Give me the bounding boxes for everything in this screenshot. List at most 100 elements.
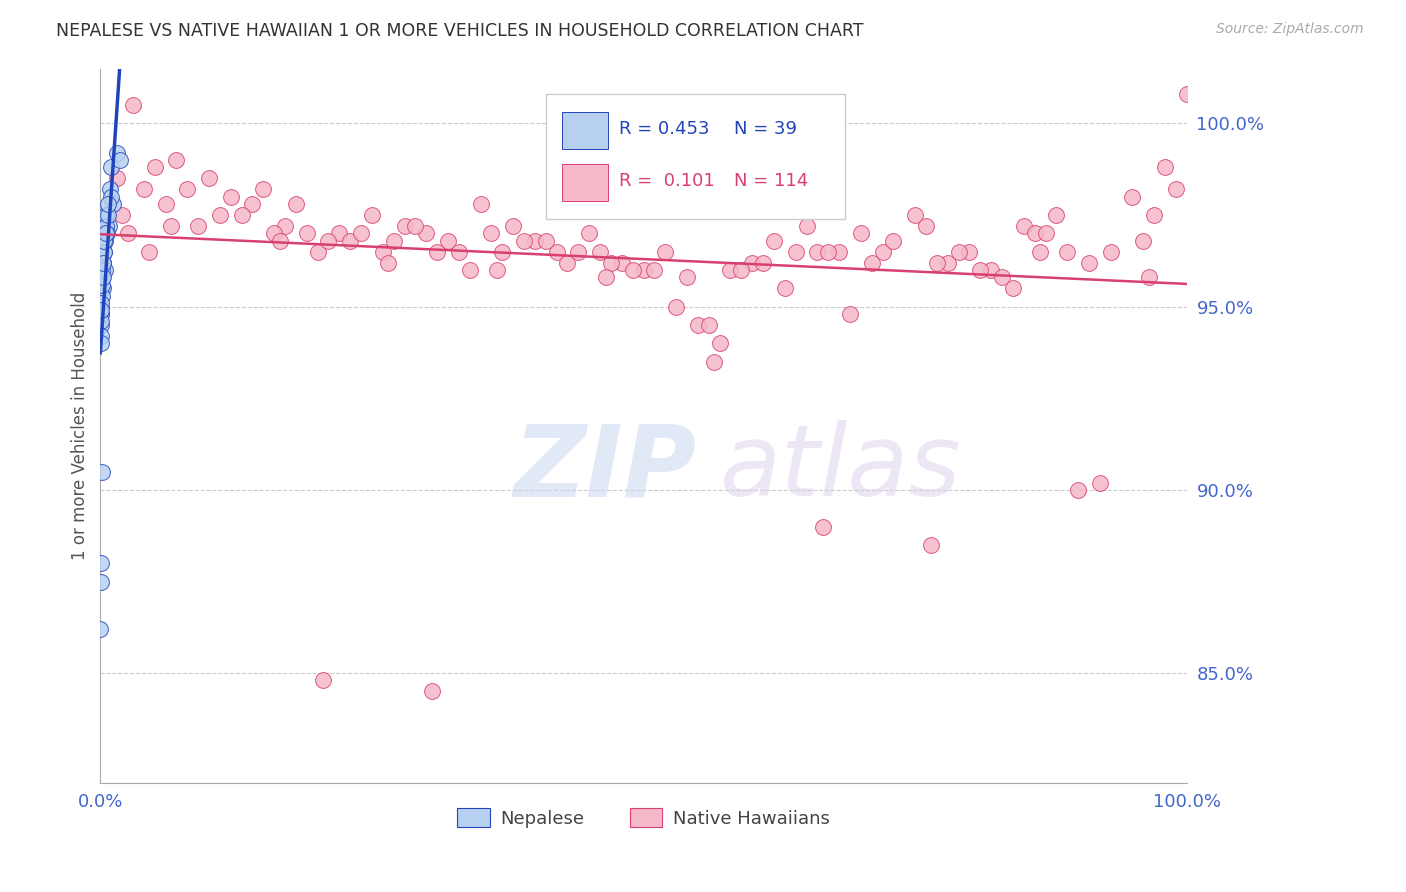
Point [860, 256, 883, 270]
Point [91, 465, 114, 479]
Point [91, 256, 114, 270]
Text: N = 39: N = 39 [734, 120, 797, 137]
Point [98, 219, 121, 233]
Point [1143, 208, 1166, 222]
Point [502, 219, 524, 233]
Point [513, 234, 536, 248]
Point [100, 161, 122, 175]
Point [546, 244, 568, 259]
Point [600, 256, 623, 270]
Point [111, 208, 134, 222]
Point [219, 190, 242, 204]
Point [108, 153, 131, 168]
Point [557, 256, 579, 270]
Point [1045, 208, 1067, 222]
Point [610, 256, 633, 270]
Point [1029, 244, 1052, 259]
Text: atlas: atlas [720, 420, 962, 517]
Point [882, 234, 904, 248]
Point [132, 182, 155, 196]
Point [481, 227, 503, 241]
Point [122, 98, 145, 112]
Point [578, 227, 600, 241]
Point [90, 314, 112, 328]
Point [959, 244, 981, 259]
Point [817, 244, 839, 259]
Point [208, 208, 231, 222]
Point [269, 234, 291, 248]
Point [160, 219, 183, 233]
Point [361, 208, 384, 222]
Point [915, 219, 938, 233]
Point [437, 234, 460, 248]
Point [176, 182, 198, 196]
Point [91, 270, 114, 285]
Text: Source: ZipAtlas.com: Source: ZipAtlas.com [1216, 22, 1364, 37]
Point [242, 197, 264, 211]
Point [720, 263, 742, 277]
Point [350, 227, 373, 241]
Point [633, 263, 655, 277]
Point [90, 556, 112, 570]
Point [828, 244, 851, 259]
Point [415, 227, 437, 241]
Point [138, 244, 160, 259]
Point [91, 281, 114, 295]
Point [143, 161, 166, 175]
Point [752, 256, 775, 270]
Point [485, 263, 508, 277]
Point [872, 244, 894, 259]
Point [709, 336, 731, 351]
Point [697, 318, 720, 332]
Point [426, 244, 449, 259]
Point [920, 538, 942, 552]
Point [470, 197, 492, 211]
Point [1164, 182, 1187, 196]
Point [849, 227, 872, 241]
Point [93, 244, 115, 259]
Point [94, 234, 117, 248]
Point [90, 336, 112, 351]
Point [404, 219, 426, 233]
Point [1099, 244, 1122, 259]
Point [534, 234, 557, 248]
Point [93, 244, 115, 259]
Point [1154, 161, 1177, 175]
Point [806, 244, 828, 259]
Point [93, 256, 115, 270]
Point [676, 270, 699, 285]
Point [643, 263, 665, 277]
Point [90, 307, 112, 321]
Point [97, 208, 120, 222]
Point [762, 234, 785, 248]
Point [103, 197, 125, 211]
Point [458, 263, 481, 277]
Point [91, 277, 114, 292]
Point [318, 234, 340, 248]
Point [90, 318, 112, 332]
Point [589, 244, 612, 259]
Point [980, 263, 1002, 277]
Point [96, 227, 118, 241]
Text: R = 0.453: R = 0.453 [619, 120, 709, 137]
FancyBboxPatch shape [562, 112, 607, 149]
FancyBboxPatch shape [562, 164, 607, 202]
Point [904, 208, 927, 222]
Point [969, 263, 991, 277]
Point [90, 303, 112, 318]
Point [94, 219, 117, 233]
Point [654, 244, 676, 259]
Point [105, 145, 128, 160]
Point [295, 227, 318, 241]
Text: ZIP: ZIP [513, 420, 696, 517]
Point [1132, 234, 1154, 248]
Point [1121, 190, 1143, 204]
Point [90, 574, 112, 589]
Point [339, 234, 361, 248]
Point [93, 263, 115, 277]
Point [665, 300, 688, 314]
Point [187, 219, 209, 233]
Point [98, 182, 121, 196]
Point [785, 244, 807, 259]
Point [1175, 87, 1198, 102]
